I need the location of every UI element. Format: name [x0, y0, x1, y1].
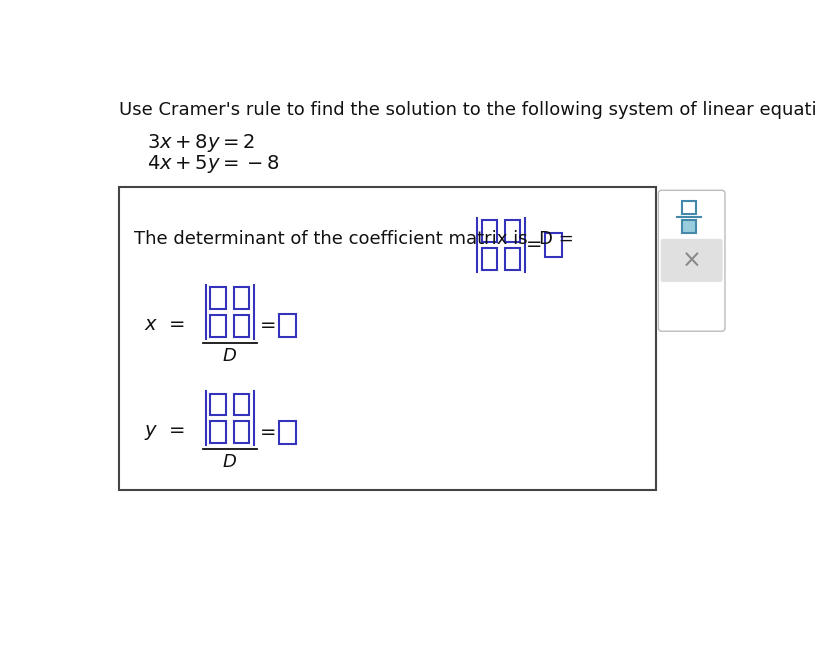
Bar: [210, 287, 226, 309]
Text: =: =: [526, 236, 543, 254]
Text: $x$  =: $x$ =: [144, 315, 185, 334]
Text: Use Cramer's rule to find the solution to the following system of linear equatio: Use Cramer's rule to find the solution t…: [119, 101, 815, 119]
Bar: [119, 187, 656, 490]
Text: The determinant of the coefficient matrix is  D =: The determinant of the coefficient matri…: [134, 230, 575, 248]
Text: $3x+8y=2$: $3x+8y=2$: [147, 132, 255, 154]
Bar: [682, 201, 695, 214]
FancyBboxPatch shape: [659, 190, 725, 331]
Text: $4x+5y=-8$: $4x+5y=-8$: [147, 152, 280, 175]
Bar: [279, 314, 296, 338]
Bar: [210, 421, 226, 443]
Bar: [210, 394, 226, 415]
Bar: [279, 420, 296, 444]
Text: ×: ×: [682, 248, 702, 272]
Bar: [504, 248, 520, 269]
Bar: [504, 220, 520, 242]
Text: D: D: [222, 347, 236, 365]
Bar: [234, 315, 249, 336]
Text: D: D: [222, 453, 236, 471]
Text: =: =: [260, 422, 277, 442]
Bar: [234, 394, 249, 415]
Text: $y$  =: $y$ =: [144, 422, 185, 442]
Bar: [234, 421, 249, 443]
Bar: [545, 234, 562, 257]
Bar: [482, 220, 497, 242]
Bar: [682, 220, 695, 232]
FancyBboxPatch shape: [661, 239, 723, 282]
Bar: [482, 248, 497, 269]
Bar: [234, 287, 249, 309]
Bar: [210, 315, 226, 336]
Text: =: =: [260, 316, 277, 336]
